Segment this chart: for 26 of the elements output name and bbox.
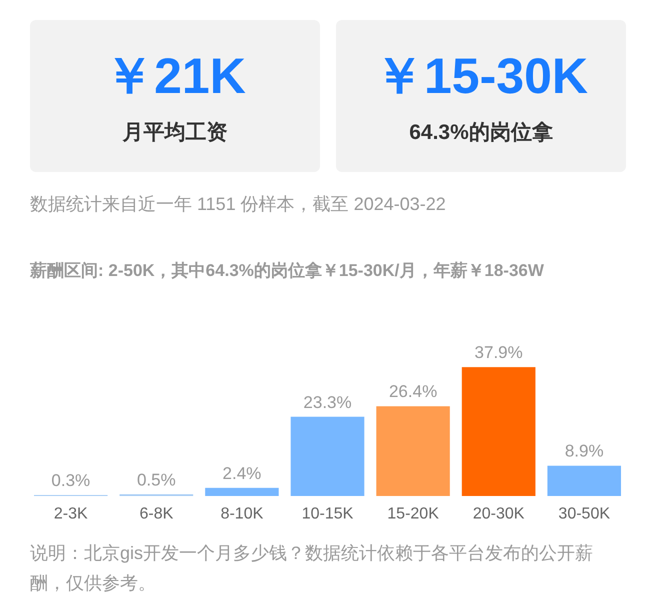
x-tick-label: 6-8K xyxy=(139,506,174,522)
data-label: 2.4% xyxy=(222,464,262,483)
x-tick-label: 30-50K xyxy=(558,506,610,522)
text: 薪酬区间: 2-50K，其中64.3%的岗位拿￥15-30K/月，年薪￥18-36W xyxy=(30,260,545,282)
x-tick-label: 10-15K xyxy=(302,506,354,522)
x-tick-label: 8-10K xyxy=(220,506,264,522)
data-label: 0.3% xyxy=(51,470,90,490)
text: 说明：北京gis开发一个月多少钱？数据统计依赖于各平台发布的公开薪酬，仅供参考。 xyxy=(30,542,594,595)
text: 月平均工资 xyxy=(122,120,228,146)
bar xyxy=(376,406,450,496)
text: 64.3%的岗位拿 xyxy=(408,120,554,146)
x-tick-label: 2-3K xyxy=(54,506,88,522)
chart-subtitle: 数据统计来自近一年 1151 份样本，截至 2024-03-22 xyxy=(30,193,446,216)
bar xyxy=(205,488,279,496)
x-tick-label: 15-20K xyxy=(387,506,440,522)
text: ￥15-30K xyxy=(373,47,589,106)
data-label: 0.5% xyxy=(136,470,176,490)
text: ￥21K xyxy=(103,47,247,106)
bar xyxy=(290,416,364,496)
data-label: 23.3% xyxy=(303,392,352,412)
data-label: 37.9% xyxy=(474,343,523,362)
bar xyxy=(462,367,536,496)
x-tick-label: 20-30K xyxy=(472,506,525,522)
bar xyxy=(547,466,622,496)
data-label: 8.9% xyxy=(564,442,604,461)
data-label: 26.4% xyxy=(388,382,438,402)
